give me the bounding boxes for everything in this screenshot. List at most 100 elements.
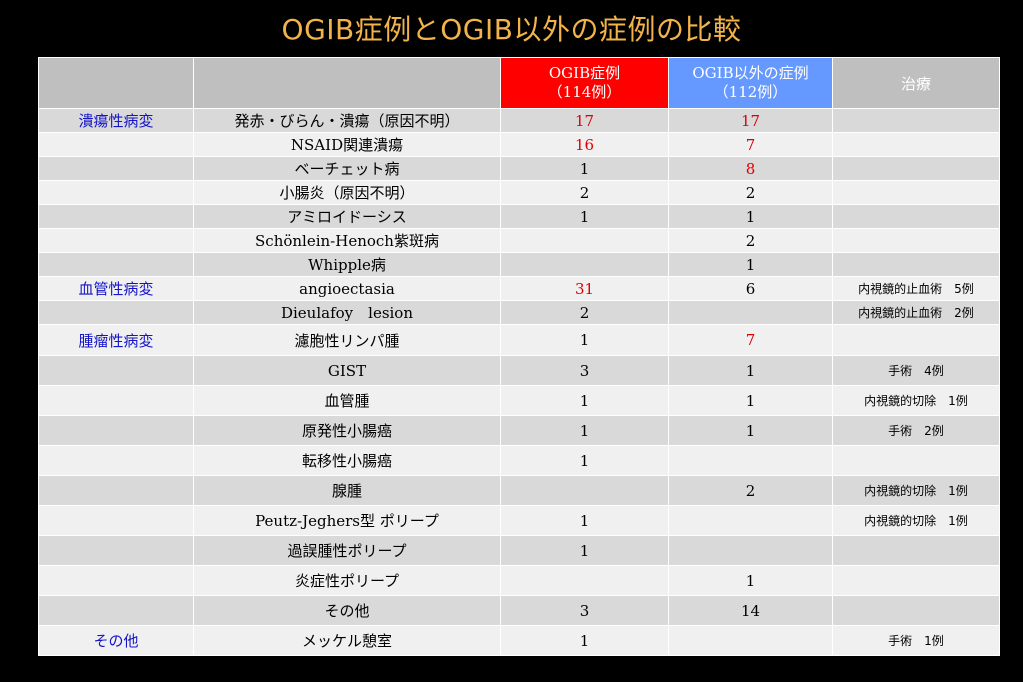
header-other: OGIB以外の症例 （112例） [668,57,833,109]
other-count-cell: 1 [668,385,833,416]
disease-name-cell: 転移性小腸癌 [193,445,501,476]
treatment-cell [832,252,1000,277]
table-row: 腺腫 2 内視鏡的切除 1例 [38,475,1000,506]
table-row: 血管腫 1 1 内視鏡的切除 1例 [38,385,1000,416]
ogib-count-cell: 1 [500,156,669,181]
table-row: 腫瘤性病変 濾胞性リンパ腫 1 7 [38,324,1000,356]
ogib-count-cell [500,475,669,506]
disease-name-cell: 腺腫 [193,475,501,506]
category-cell [38,300,194,325]
table-row: 血管性病変 angioectasia 31 6 内視鏡的止血術 5例 [38,276,1000,301]
treatment-cell: 手術 1例 [832,625,1000,656]
header-name-cell [193,57,501,109]
table-row: Peutz-Jeghers型 ポリープ 1 内視鏡的切除 1例 [38,505,1000,536]
disease-name-cell: 小腸炎（原因不明） [193,180,501,205]
disease-name-cell: 濾胞性リンパ腫 [193,324,501,356]
header-ogib: OGIB症例 （114例） [500,57,669,109]
ogib-count-cell: 16 [500,132,669,157]
ogib-count-cell [500,252,669,277]
treatment-cell [832,565,1000,596]
ogib-count-cell: 3 [500,355,669,386]
category-cell: その他 [38,625,194,656]
category-cell [38,132,194,157]
category-cell [38,156,194,181]
category-cell [38,385,194,416]
comparison-table: OGIB症例 （114例） OGIB以外の症例 （112例） 治療 潰瘍性病変発… [38,57,1000,656]
ogib-count-cell: 3 [500,595,669,626]
other-count-cell: 1 [668,415,833,446]
table-row: その他 3 14 [38,595,1000,626]
category-cell [38,180,194,205]
table-row: 炎症性ポリープ 1 [38,565,1000,596]
disease-name-cell: NSAID関連潰瘍 [193,132,501,157]
category-cell [38,252,194,277]
ogib-count-cell [500,228,669,253]
disease-name-cell: アミロイドーシス [193,204,501,229]
category-cell [38,228,194,253]
disease-name-cell: 発赤・びらん・潰瘍（原因不明） [193,108,501,133]
other-count-cell: 7 [668,324,833,356]
other-count-cell [668,300,833,325]
table-row: 小腸炎（原因不明） 2 2 [38,180,1000,205]
other-count-cell: 14 [668,595,833,626]
treatment-cell: 内視鏡的切除 1例 [832,385,1000,416]
header-category-cell [38,57,194,109]
treatment-cell [832,108,1000,133]
disease-name-cell: Dieulafoy lesion [193,300,501,325]
disease-name-cell: 過誤腫性ポリープ [193,535,501,566]
header-treatment: 治療 [832,57,1000,109]
other-count-cell: 1 [668,204,833,229]
header-row: OGIB症例 （114例） OGIB以外の症例 （112例） 治療 [38,57,1000,109]
other-count-cell: 1 [668,565,833,596]
table-row: NSAID関連潰瘍 16 7 [38,132,1000,157]
table-row: 過誤腫性ポリープ 1 [38,535,1000,566]
ogib-count-cell: 17 [500,108,669,133]
treatment-cell [832,204,1000,229]
category-cell [38,505,194,536]
category-cell: 潰瘍性病変 [38,108,194,133]
disease-name-cell: 原発性小腸癌 [193,415,501,446]
slide-title: OGIB症例とOGIB以外の症例の比較 [281,13,742,46]
other-count-cell: 17 [668,108,833,133]
treatment-cell [832,156,1000,181]
header-ogib-line2: （114例） [547,83,622,101]
other-count-cell: 6 [668,276,833,301]
other-count-cell [668,625,833,656]
ogib-count-cell [500,565,669,596]
treatment-cell: 内視鏡的止血術 2例 [832,300,1000,325]
table-row: 転移性小腸癌 1 [38,445,1000,476]
disease-name-cell: 炎症性ポリープ [193,565,501,596]
table-row: Dieulafoy lesion 2 内視鏡的止血術 2例 [38,300,1000,325]
ogib-count-cell: 2 [500,300,669,325]
table-row: 原発性小腸癌 1 1 手術 2例 [38,415,1000,446]
category-cell: 腫瘤性病変 [38,324,194,356]
disease-name-cell: Whipple病 [193,252,501,277]
other-count-cell [668,505,833,536]
other-count-cell: 1 [668,355,833,386]
ogib-count-cell: 1 [500,445,669,476]
other-count-cell: 2 [668,180,833,205]
treatment-cell [832,180,1000,205]
disease-name-cell: 血管腫 [193,385,501,416]
category-cell [38,204,194,229]
ogib-count-cell: 1 [500,204,669,229]
table-row: Whipple病 1 [38,252,1000,277]
category-cell [38,595,194,626]
treatment-cell [832,445,1000,476]
treatment-cell [832,324,1000,356]
ogib-count-cell: 2 [500,180,669,205]
treatment-cell: 内視鏡的切除 1例 [832,475,1000,506]
treatment-cell [832,595,1000,626]
disease-name-cell: ベーチェット病 [193,156,501,181]
table-row: Schönlein-Henoch紫斑病 2 [38,228,1000,253]
table-row: アミロイドーシス 1 1 [38,204,1000,229]
treatment-cell [832,228,1000,253]
treatment-cell [832,535,1000,566]
disease-name-cell: angioectasia [193,276,501,301]
header-ogib-line1: OGIB症例 [548,64,621,82]
ogib-count-cell: 1 [500,385,669,416]
disease-name-cell: その他 [193,595,501,626]
category-cell [38,475,194,506]
category-cell [38,445,194,476]
treatment-cell [832,132,1000,157]
